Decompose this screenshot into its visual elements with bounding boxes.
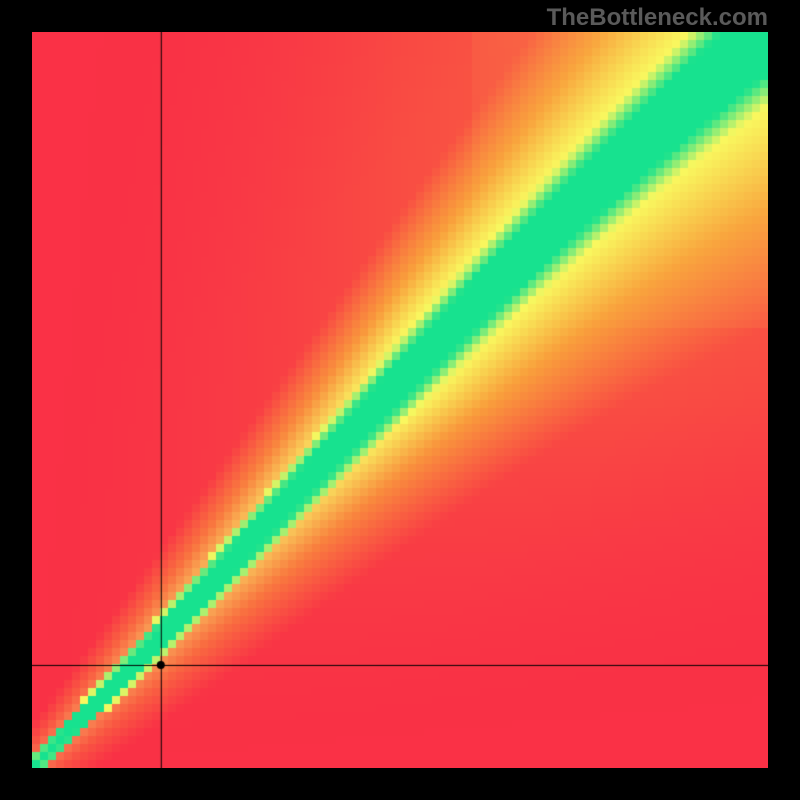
heatmap-plot: [32, 32, 768, 768]
watermark-text: TheBottleneck.com: [547, 4, 768, 32]
chart-container: TheBottleneck.com: [0, 0, 800, 800]
